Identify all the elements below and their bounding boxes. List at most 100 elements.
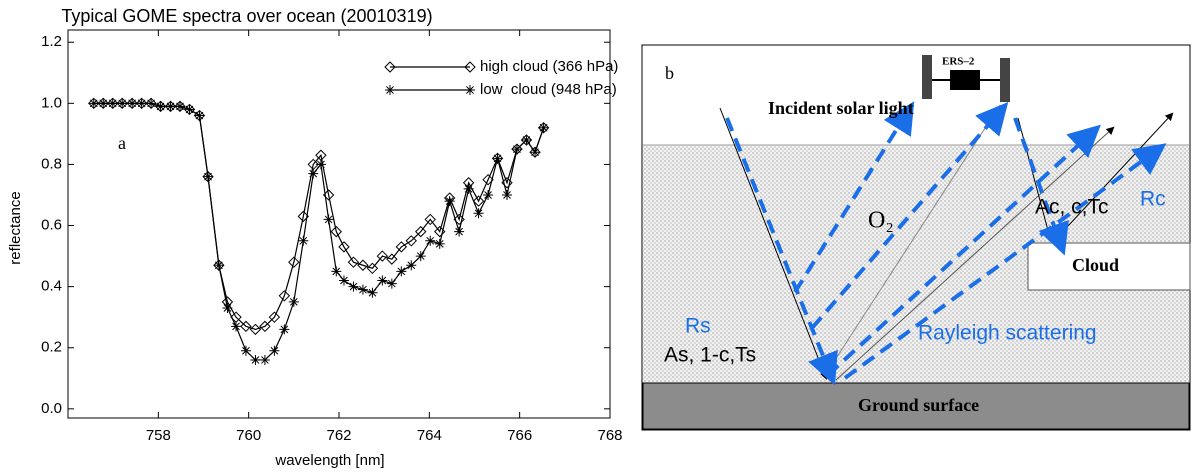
data-point (386, 278, 397, 289)
cloud-terms: Ac, c,Tc (1035, 196, 1109, 219)
data-point (288, 256, 300, 268)
data-point (213, 260, 224, 271)
data-point (278, 290, 291, 302)
data-point (97, 97, 109, 110)
data-point (249, 323, 262, 336)
data-point (492, 153, 503, 164)
data-point (415, 251, 426, 262)
scatter-rays (725, 101, 1167, 386)
data-point (288, 296, 299, 307)
data-point (88, 98, 99, 109)
data-point (483, 189, 494, 200)
gas-label: O₂ (868, 208, 894, 234)
blue-ray (725, 117, 838, 386)
x-axis-label: wavelength [nm] (274, 452, 384, 469)
data-point (347, 256, 360, 268)
data-point (259, 320, 271, 333)
cloud-label: Cloud (1072, 255, 1119, 275)
cloud-reflectance: Rc (1140, 188, 1166, 211)
data-point (155, 101, 166, 112)
data-point (348, 281, 359, 292)
data-point (175, 101, 186, 112)
y-tick-label: 0.6 (41, 216, 62, 233)
surface-terms: As, 1-c,Ts (664, 344, 756, 367)
data-point (511, 143, 523, 155)
data-point (434, 238, 445, 249)
data-point (88, 97, 100, 110)
data-point (98, 98, 109, 109)
data-point (135, 97, 148, 110)
data-point (377, 275, 388, 286)
chart-title: Typical GOME spectra over ocean (2001031… (61, 6, 432, 26)
blue-ray (1013, 117, 1069, 256)
y-axis-label: reflectance (7, 191, 24, 264)
blue-ray (810, 101, 1009, 330)
legend-label: low cloud (948 hPa) (480, 81, 617, 98)
data-point (203, 171, 214, 182)
data-point (279, 324, 290, 335)
y-tick-label: 0.0 (41, 400, 62, 417)
data-point (164, 100, 177, 113)
x-tick-label: 766 (507, 427, 532, 444)
data-point (482, 173, 494, 186)
data-point (472, 195, 485, 207)
data-point (491, 152, 504, 165)
data-point (202, 170, 214, 183)
data-point (338, 241, 350, 253)
legend-label: high cloud (366 hPa) (480, 58, 618, 75)
data-point (308, 168, 319, 179)
data-point (117, 98, 128, 109)
panel-label: b (665, 63, 674, 83)
data-point (406, 260, 417, 271)
data-point (538, 122, 549, 133)
data-point (424, 213, 436, 226)
y-tick-label: 1.0 (41, 94, 62, 111)
cloud-ray (1054, 112, 1174, 241)
data-point (357, 284, 368, 295)
y-tick-label: 1.2 (41, 33, 62, 50)
data-point (165, 101, 176, 112)
blue-ray (826, 124, 1101, 377)
data-point (415, 225, 427, 238)
diagram: b ERS–2 Incident solar light O₂ Ac, c,Tc… (641, 44, 1191, 431)
data-point (268, 311, 281, 323)
panel-label: a (118, 133, 126, 153)
data-point (126, 97, 138, 110)
surface-ray (835, 126, 1115, 381)
incident-ray (719, 107, 828, 380)
data-point (136, 98, 147, 109)
x-tick-label: 764 (417, 427, 442, 444)
ground (642, 382, 1190, 430)
data-point (530, 147, 541, 158)
data-point (396, 266, 407, 277)
data-point (231, 321, 242, 332)
data-point (184, 104, 195, 115)
data-point (107, 97, 119, 110)
data-point (174, 100, 186, 113)
cloud-incident-ray (1017, 117, 1053, 240)
y-tick-label: 0.2 (41, 339, 62, 356)
data-point (521, 134, 532, 145)
data-point (127, 98, 138, 109)
data-point (298, 235, 309, 246)
data-point (537, 122, 550, 134)
data-point (331, 266, 342, 277)
data-point (315, 159, 326, 170)
satellite-body (950, 70, 980, 90)
surface-reflectance: Rs (685, 315, 711, 338)
y-tick-label: 0.4 (41, 278, 62, 295)
data-point (357, 259, 369, 271)
x-tick-label: 762 (326, 427, 351, 444)
cloud-box (1027, 242, 1191, 291)
data-point (194, 110, 205, 121)
blue-ray (793, 101, 915, 294)
satellite-label: ERS–2 (942, 56, 975, 68)
data-point (222, 303, 233, 314)
data-point (529, 146, 541, 158)
legend-marker (385, 85, 475, 95)
data-point (386, 253, 398, 265)
incident-label: Incident solar light (768, 98, 914, 118)
data-point (454, 226, 465, 237)
data-point (323, 214, 334, 225)
